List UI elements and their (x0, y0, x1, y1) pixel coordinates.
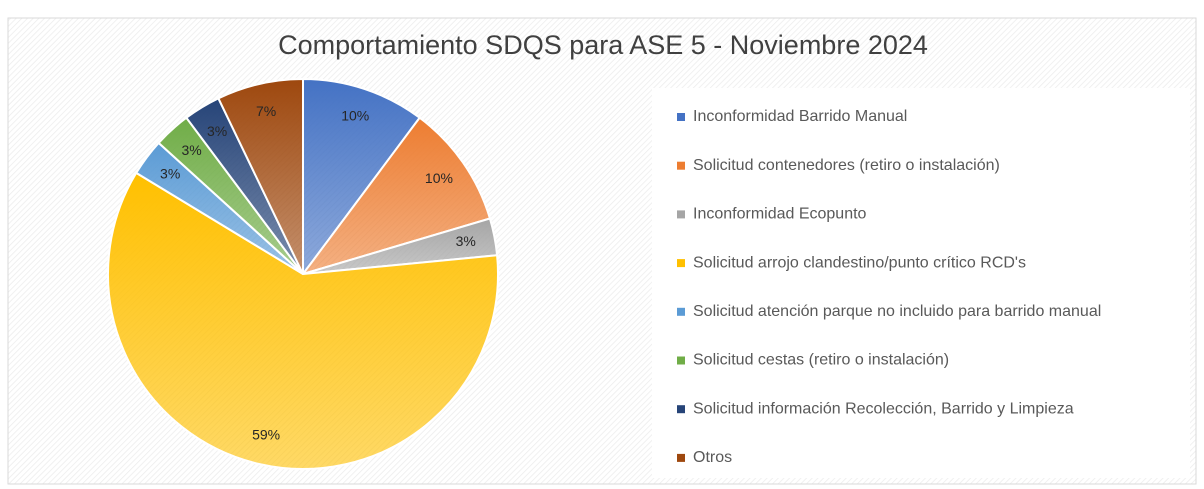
legend-swatch (677, 259, 685, 268)
pie-slice (107, 171, 499, 470)
legend-label: Solicitud información Recolección, Barri… (693, 400, 1074, 417)
value-label: 59% (252, 426, 280, 442)
value-label: 3% (181, 142, 201, 158)
legend-label: Solicitud contenedores (retiro o instala… (693, 157, 1000, 174)
legend-box (652, 88, 1190, 478)
chart-title: Comportamiento SDQS para ASE 5 - Noviemb… (278, 30, 928, 60)
value-label: 3% (160, 166, 180, 182)
legend-swatch (677, 356, 685, 365)
legend-swatch (677, 405, 685, 414)
pie-slice (302, 77, 422, 278)
legend-swatch (677, 210, 685, 219)
value-label: 10% (425, 170, 453, 186)
legend-label: Otros (693, 449, 732, 466)
value-label: 3% (207, 123, 227, 139)
value-label: 7% (256, 103, 276, 119)
legend-label: Solicitud arrojo clandestino/punto críti… (693, 254, 1026, 271)
legend-swatch (677, 113, 685, 121)
pie-slice (300, 116, 492, 276)
legend-label: Solicitud cestas (retiro o instalación) (693, 352, 949, 369)
legend-label: Inconformidad Ecopunto (693, 206, 867, 223)
legend-label: Inconformidad Barrido Manual (693, 108, 907, 125)
legend-swatch (677, 453, 685, 462)
legend-label: Solicitud atención parque no incluido pa… (693, 303, 1101, 320)
pie-slice (217, 77, 304, 275)
legend-swatch (677, 161, 685, 170)
value-label: 3% (456, 233, 476, 249)
value-label: 10% (341, 107, 369, 123)
legend-swatch (677, 307, 685, 316)
